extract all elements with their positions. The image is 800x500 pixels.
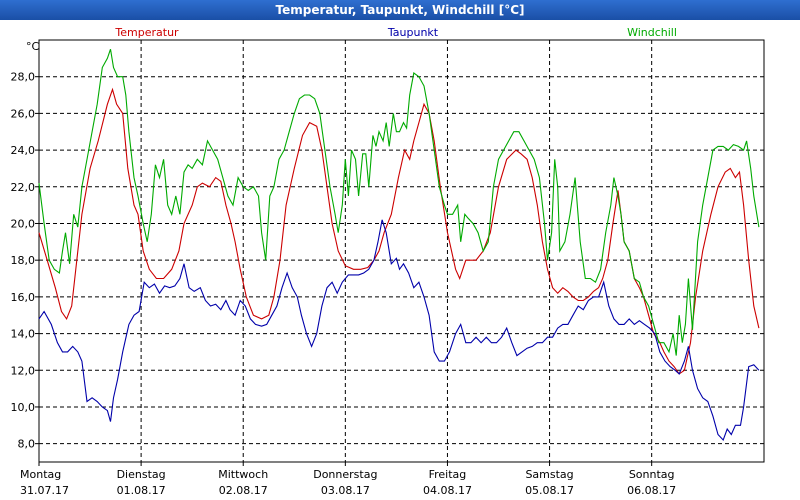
x-tick-weekday: Montag [20,468,61,481]
legend-taupunkt: Taupunkt [387,26,439,39]
y-tick-label: 20,0 [11,217,36,230]
x-axis: Montag 31.07.17 Dienstag 01.08.17 Mittwoch 02… [20,462,676,497]
y-tick-label: 16,0 [11,291,36,304]
y-tick-label: 14,0 [11,328,36,341]
series-line-temperatur [38,87,760,375]
series-group [38,49,760,442]
window-title: Temperatur, Taupunkt, Windchill [°C] [0,0,800,20]
grid [39,40,764,462]
y-axis: 8,0 10,0 12,0 14,0 16,0 18,0 20,0 22,0 24,0 26,0 2… [11,71,39,451]
x-tick-date: 05.08.17 [525,484,574,497]
y-tick-label: 26,0 [11,107,36,120]
x-tick-weekday: Donnerstag [313,468,377,481]
y-tick-label: 24,0 [11,144,36,157]
y-tick-label: 28,0 [11,71,36,84]
x-tick-date: 02.08.17 [219,484,268,497]
x-tick-date: 04.08.17 [423,484,472,497]
x-tick-weekday: Freitag [429,468,467,481]
x-tick-date: 03.08.17 [321,484,370,497]
x-tick-date: 31.07.17 [20,484,69,497]
series-line-taupunkt [38,219,760,442]
y-tick-label: 8,0 [18,438,36,451]
x-tick-date: 06.08.17 [627,484,676,497]
x-tick-weekday: Sonntag [629,468,675,481]
y-tick-label: 18,0 [11,254,36,267]
y-tick-label: 10,0 [11,401,36,414]
x-tick-date: 01.08.17 [117,484,166,497]
y-tick-label: 22,0 [11,181,36,194]
chart: °C Temperatur Taupunkt Windchill 8,0 10,0 12… [11,26,765,497]
legend-windchill: Windchill [627,26,677,39]
legend-temperatur: Temperatur [114,26,179,39]
y-tick-label: 12,0 [11,364,36,377]
x-tick-weekday: Mittwoch [218,468,268,481]
series-line-windchill [38,49,760,356]
y-axis-unit: °C [26,40,40,53]
plot-area [38,39,765,463]
x-tick-weekday: Samstag [525,468,573,481]
x-tick-weekday: Dienstag [117,468,166,481]
legend: Temperatur Taupunkt Windchill [114,26,677,39]
